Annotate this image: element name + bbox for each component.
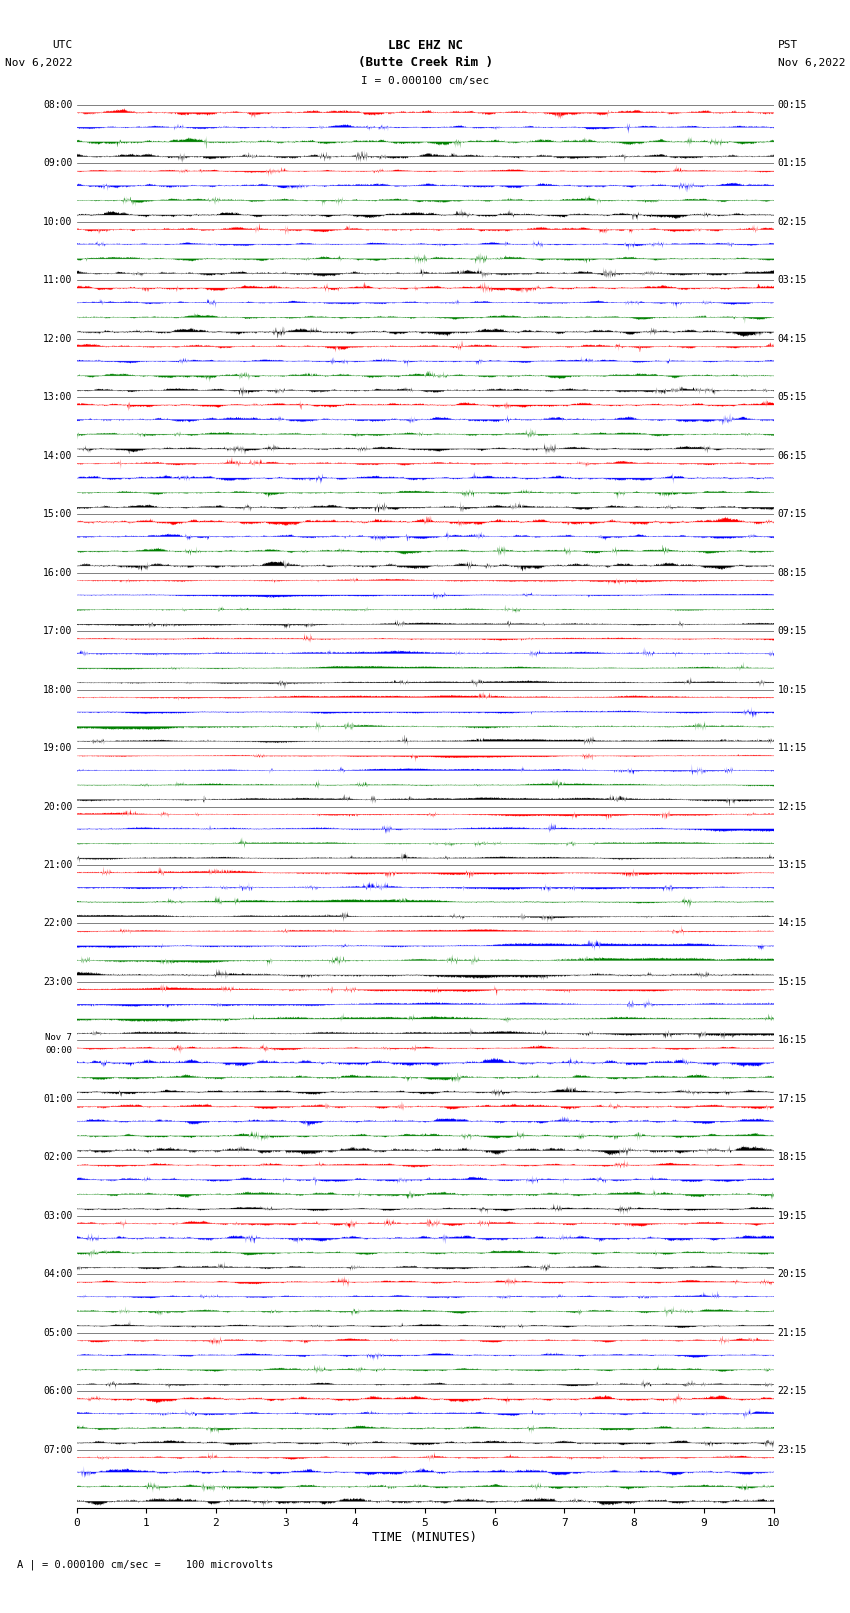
Text: 14:00: 14:00	[42, 450, 72, 461]
Text: 19:15: 19:15	[778, 1211, 807, 1221]
Text: 11:00: 11:00	[42, 276, 72, 286]
Text: 18:00: 18:00	[42, 684, 72, 695]
Text: 06:15: 06:15	[778, 450, 807, 461]
Text: 23:15: 23:15	[778, 1445, 807, 1455]
Text: 14:15: 14:15	[778, 918, 807, 929]
Text: I = 0.000100 cm/sec: I = 0.000100 cm/sec	[361, 76, 489, 85]
Text: 00:00: 00:00	[45, 1045, 72, 1055]
Text: 04:00: 04:00	[42, 1269, 72, 1279]
Text: 09:00: 09:00	[42, 158, 72, 168]
Text: 15:15: 15:15	[778, 977, 807, 987]
Text: 01:15: 01:15	[778, 158, 807, 168]
Text: UTC: UTC	[52, 40, 72, 50]
Text: A | = 0.000100 cm/sec =    100 microvolts: A | = 0.000100 cm/sec = 100 microvolts	[17, 1560, 273, 1569]
Text: 02:00: 02:00	[42, 1152, 72, 1163]
Text: 11:15: 11:15	[778, 744, 807, 753]
Text: 08:15: 08:15	[778, 568, 807, 577]
Text: 00:15: 00:15	[778, 100, 807, 110]
Text: 10:15: 10:15	[778, 684, 807, 695]
Text: 13:15: 13:15	[778, 860, 807, 869]
Text: 05:15: 05:15	[778, 392, 807, 402]
Text: LBC EHZ NC: LBC EHZ NC	[388, 39, 462, 52]
Text: Nov 7: Nov 7	[45, 1032, 72, 1042]
Text: 05:00: 05:00	[42, 1327, 72, 1337]
Text: 15:00: 15:00	[42, 510, 72, 519]
Text: 09:15: 09:15	[778, 626, 807, 636]
Text: 03:15: 03:15	[778, 276, 807, 286]
Text: 07:00: 07:00	[42, 1445, 72, 1455]
Text: 17:00: 17:00	[42, 626, 72, 636]
X-axis label: TIME (MINUTES): TIME (MINUTES)	[372, 1531, 478, 1544]
Text: 02:15: 02:15	[778, 216, 807, 227]
Text: 21:00: 21:00	[42, 860, 72, 869]
Text: 16:15: 16:15	[778, 1036, 807, 1045]
Text: 08:00: 08:00	[42, 100, 72, 110]
Text: (Butte Creek Rim ): (Butte Creek Rim )	[358, 56, 492, 69]
Text: 01:00: 01:00	[42, 1094, 72, 1103]
Text: 20:15: 20:15	[778, 1269, 807, 1279]
Text: 13:00: 13:00	[42, 392, 72, 402]
Text: 16:00: 16:00	[42, 568, 72, 577]
Text: 03:00: 03:00	[42, 1211, 72, 1221]
Text: 20:00: 20:00	[42, 802, 72, 811]
Text: 19:00: 19:00	[42, 744, 72, 753]
Text: 21:15: 21:15	[778, 1327, 807, 1337]
Text: 22:15: 22:15	[778, 1386, 807, 1397]
Text: Nov 6,2022: Nov 6,2022	[778, 58, 845, 68]
Text: 12:15: 12:15	[778, 802, 807, 811]
Text: 06:00: 06:00	[42, 1386, 72, 1397]
Text: 12:00: 12:00	[42, 334, 72, 344]
Text: 17:15: 17:15	[778, 1094, 807, 1103]
Text: 04:15: 04:15	[778, 334, 807, 344]
Text: 07:15: 07:15	[778, 510, 807, 519]
Text: 10:00: 10:00	[42, 216, 72, 227]
Text: Nov 6,2022: Nov 6,2022	[5, 58, 72, 68]
Text: 23:00: 23:00	[42, 977, 72, 987]
Text: PST: PST	[778, 40, 798, 50]
Text: 18:15: 18:15	[778, 1152, 807, 1163]
Text: 22:00: 22:00	[42, 918, 72, 929]
